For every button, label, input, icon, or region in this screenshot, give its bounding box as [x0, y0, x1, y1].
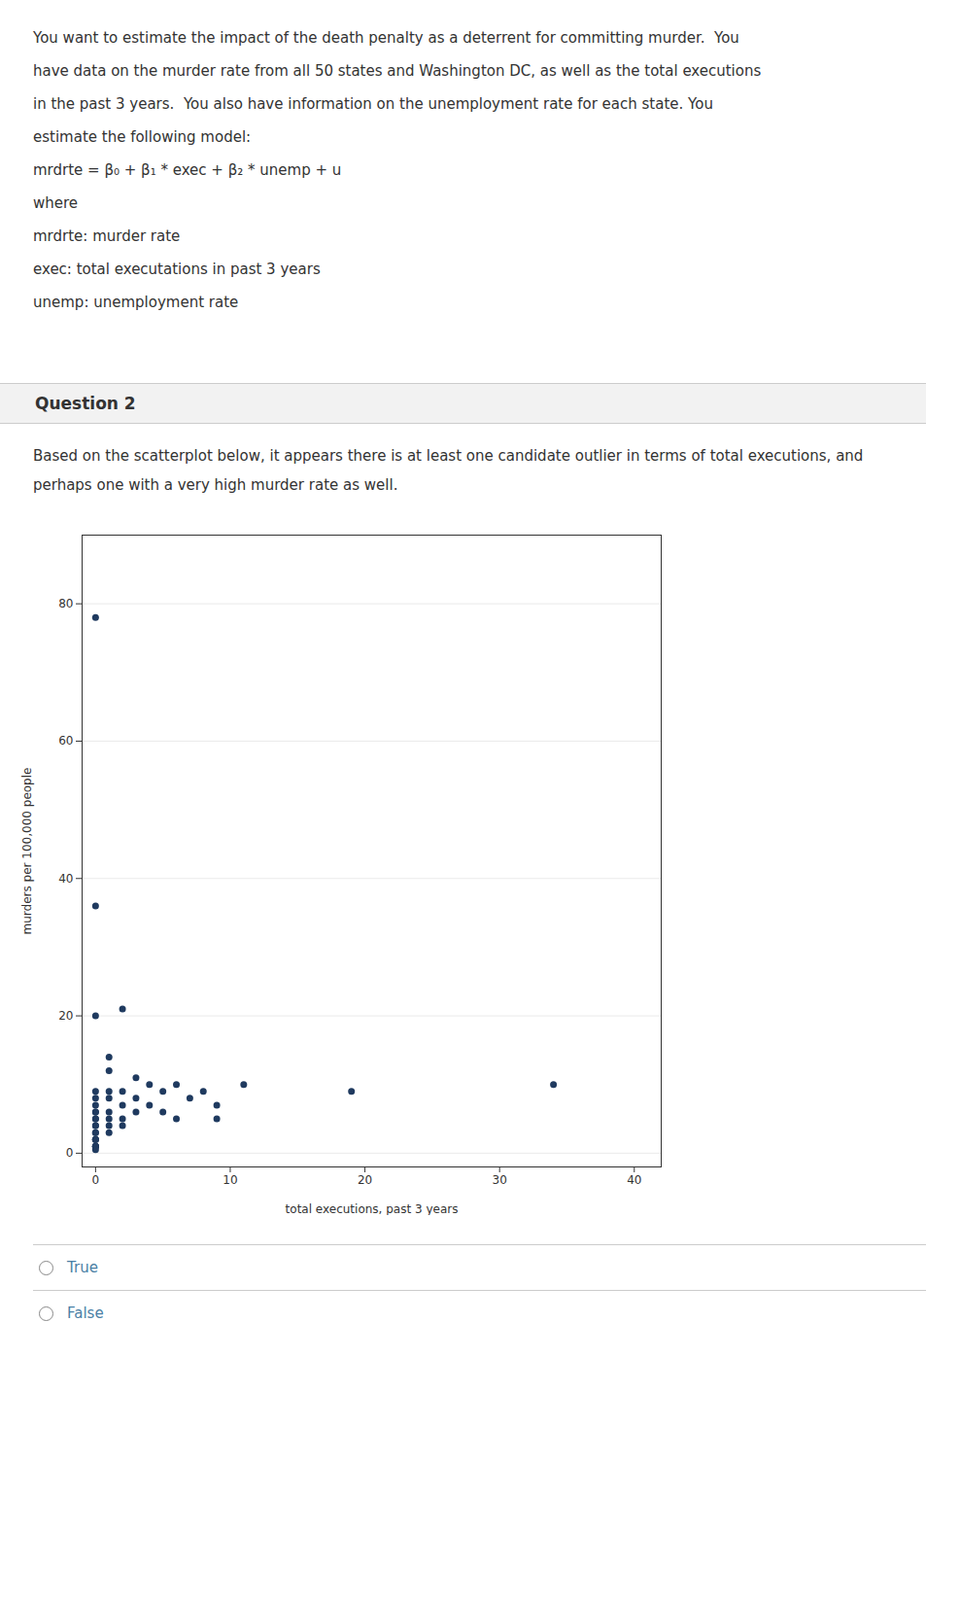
html-text:mrdrte = β₀ + β₁ * exec + β₂ *: mrdrte = β₀ + β₁ * exec + β₂ * unemp + u	[33, 161, 342, 179]
svg-text:total executions, past 3 years: total executions, past 3 years	[285, 1201, 459, 1216]
html-text:False: False	[67, 1303, 104, 1322]
html-text:unemp: unemployment rate: unemp: unemployment rate	[33, 293, 239, 311]
html-text:Question 2: Question 2	[34, 393, 136, 413]
svg-text:10: 10	[222, 1172, 238, 1187]
html-text:exec: total executations in pa: exec: total executations in past 3 years	[33, 260, 321, 278]
html-text:have data on the murder rate f: have data on the murder rate from all 50…	[33, 62, 762, 80]
svg-text:40: 40	[626, 1172, 642, 1187]
svg-text:40: 40	[58, 871, 73, 886]
html-text:estimate the following model:: estimate the following model:	[33, 128, 251, 146]
html-text:where: where	[33, 194, 78, 212]
html-text:in the past 3 years. You also: in the past 3 years. You also have infor…	[33, 95, 714, 113]
html-text:True: True	[67, 1258, 99, 1276]
svg-text:20: 20	[58, 1008, 73, 1023]
svg-text:0: 0	[66, 1145, 74, 1160]
html-text:You want to estimate the impac: You want to estimate the impact of the d…	[33, 29, 740, 47]
svg-text:60: 60	[58, 733, 73, 748]
svg-text:30: 30	[492, 1172, 508, 1187]
html-text:Based on the scatterplot below: Based on the scatterplot below, it appea…	[33, 446, 864, 494]
html-text:mrdrte: murder rate: mrdrte: murder rate	[33, 227, 181, 245]
svg-text:20: 20	[357, 1172, 373, 1187]
svg-text:murders per 100,000 people: murders per 100,000 people	[20, 767, 35, 935]
svg-text:80: 80	[58, 596, 73, 611]
svg-text:0: 0	[92, 1172, 101, 1187]
